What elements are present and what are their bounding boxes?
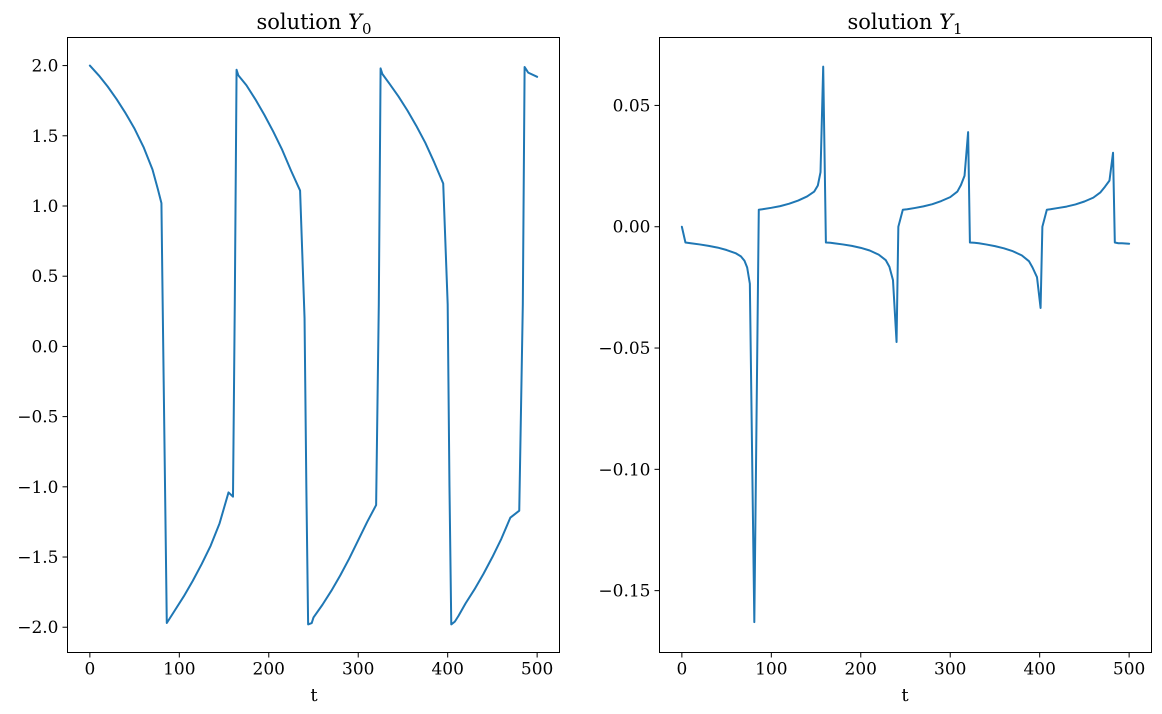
axis-ticks: 0 100 200 300 400 500 2.0 1.5 1.0 0.5 0.0 −0.5 −1.0 −… [17,57,553,680]
y-tick-label: −1.5 [17,548,58,568]
subplot-solution-y1: solution Y1 0 100 200 300 400 500 0.05 0.00 −0.0… [598,10,1152,706]
x-tick-label: 300 [342,660,374,680]
y-tick-label: 2.0 [31,57,58,77]
x-tick-label: 500 [521,660,553,680]
subplot-solution-y0: solution Y0 0 100 200 300 400 500 2.0 1.5 1.0 0.5… [17,10,560,706]
chart-title: solution Y0 [256,10,371,38]
x-axis-label: t [310,685,318,706]
y-tick-label: −2.0 [17,618,58,638]
x-tick-label: 0 [676,660,687,680]
x-tick-label: 400 [1023,660,1055,680]
plot-frame [659,37,1152,653]
y-tick-label: 0.00 [613,218,651,238]
x-axis-label: t [901,685,909,706]
x-tick-label: 100 [755,660,787,680]
y-tick-label: −0.10 [598,460,650,480]
x-tick-label: 300 [934,660,966,680]
x-tick-label: 400 [431,660,463,680]
y-tick-label: −0.15 [598,582,650,602]
y-tick-label: 0.0 [31,337,58,357]
x-tick-label: 200 [845,660,877,680]
y-tick-label: 0.5 [31,267,58,287]
chart-title: solution Y1 [847,10,962,38]
y-tick-label: 0.05 [613,96,651,116]
y-tick-label: −1.0 [17,478,58,498]
axis-ticks: 0 100 200 300 400 500 0.05 0.00 −0.05 −0.10 −0.15 [598,96,1145,679]
x-tick-label: 0 [84,660,95,680]
y-tick-label: 1.0 [31,197,58,217]
x-tick-label: 500 [1113,660,1145,680]
y-tick-label: −0.05 [598,339,650,359]
y-tick-label: 1.5 [31,127,58,147]
x-tick-label: 200 [253,660,285,680]
series-line [88,64,539,626]
series-line [680,65,1131,624]
y-tick-label: −0.5 [17,408,58,428]
plot-frame [67,37,560,653]
x-tick-label: 100 [163,660,195,680]
